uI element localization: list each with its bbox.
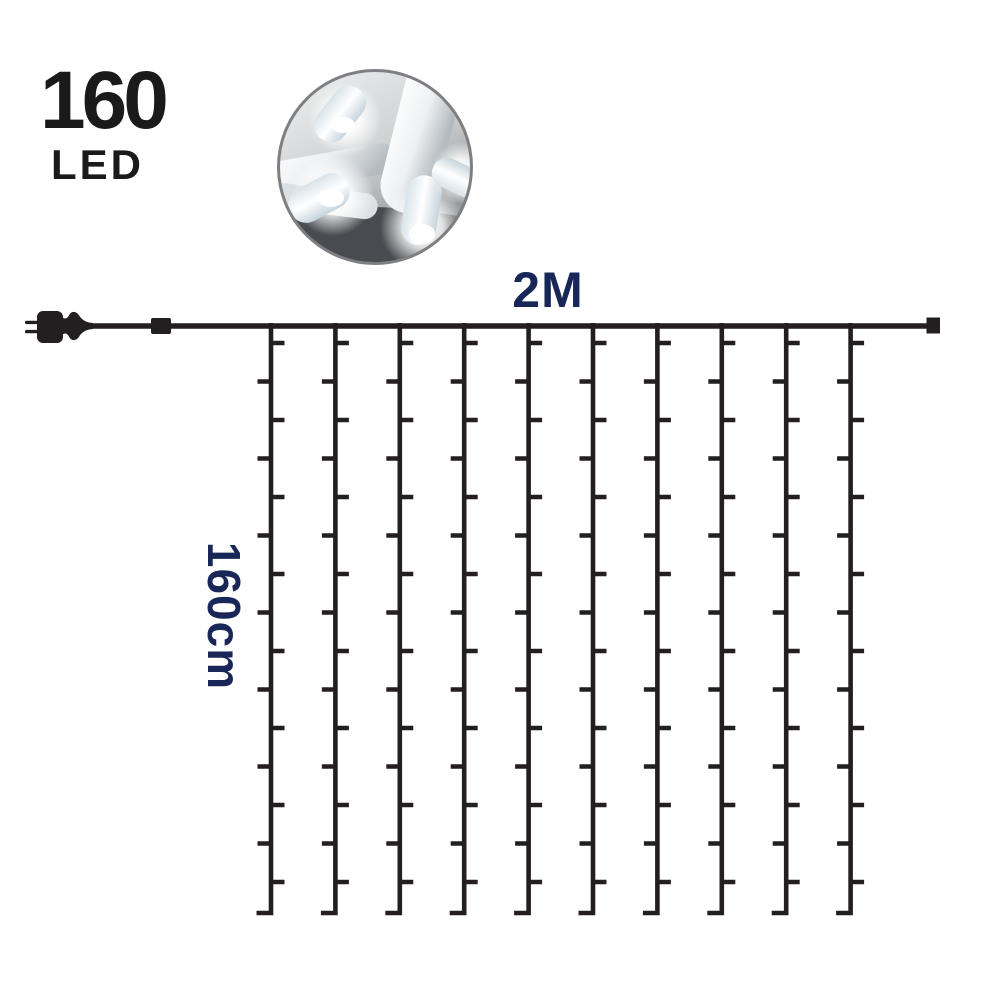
- plug-prong-bottom: [25, 329, 40, 334]
- led-count-number: 160: [40, 55, 169, 146]
- plug-strain-relief: [58, 311, 93, 341]
- height-dimension-label: 160cm: [198, 541, 250, 691]
- led-count-unit: LED: [51, 141, 144, 188]
- led-count-badge: 160 LED: [40, 55, 169, 188]
- led-bulb-right-edge: [431, 157, 471, 199]
- width-dimension-label: 2M: [512, 262, 584, 318]
- cable-connector-box: [151, 318, 171, 334]
- led-closeup-photo: [277, 69, 473, 265]
- cable-end-cap: [926, 317, 940, 334]
- photo-ring-border: [277, 69, 473, 265]
- curtain-strands: [256, 323, 865, 916]
- plug-prong-top: [25, 320, 40, 325]
- led-bulb-top-left: [313, 85, 367, 143]
- power-plug-icon: [25, 311, 93, 343]
- plug-body: [37, 311, 63, 343]
